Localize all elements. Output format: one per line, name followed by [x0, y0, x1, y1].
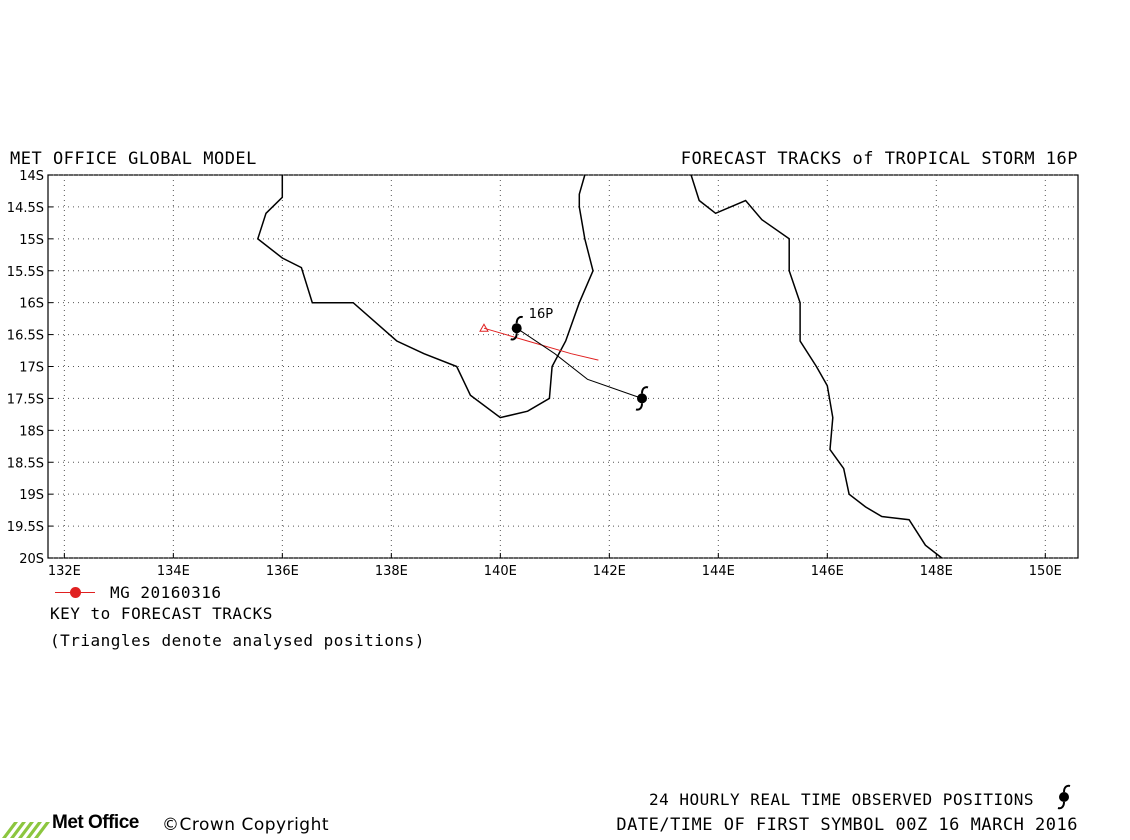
y-tick-label: 17S — [19, 361, 44, 376]
x-tick-label: 150E — [1029, 564, 1062, 579]
y-tick-label: 20S — [19, 552, 44, 567]
analysed-position-triangle — [479, 323, 489, 332]
key-forecast-dot — [70, 587, 81, 598]
y-tick-label: 18.5S — [7, 456, 44, 471]
y-tick-label: 18S — [19, 424, 44, 439]
key-title: KEY to FORECAST TRACKS — [50, 604, 273, 623]
y-tick-label: 14.5S — [7, 201, 44, 216]
first-symbol-datetime: DATE/TIME OF FIRST SYMBOL 00Z 16 MARCH 2… — [616, 815, 1078, 835]
cyclone-symbol — [635, 386, 649, 411]
cyclone-eye — [511, 323, 522, 334]
y-tick-label: 19S — [19, 488, 44, 503]
axis-ticks: 132E 134E 136E 138E 140E 142E 144E 146E 148E 150E… — [7, 169, 1062, 579]
x-tick-label: 140E — [484, 564, 517, 579]
storm-label: 16P — [529, 307, 554, 322]
coastline-gulf — [256, 174, 594, 419]
forecast-track — [483, 327, 599, 361]
y-tick-label: 14S — [19, 169, 44, 184]
y-tick-label: 17.5S — [7, 392, 44, 407]
coastline-east — [690, 174, 943, 559]
y-tick-label: 16.5S — [7, 329, 44, 344]
cyclone-arm — [635, 403, 643, 411]
key-note: (Triangles denote analysed positions) — [50, 631, 425, 650]
cyclone-symbol-icon — [1057, 784, 1071, 810]
x-tick-label: 138E — [375, 564, 408, 579]
copyright-icon: © — [162, 815, 180, 835]
x-tick-label: 134E — [157, 564, 190, 579]
cyclone-arm — [641, 386, 649, 394]
tracks — [479, 315, 649, 411]
key-entry-label: MG 20160316 — [110, 583, 222, 602]
x-tick-label: 144E — [702, 564, 735, 579]
chart-title: FORECAST TRACKS of TROPICAL STORM 16P — [680, 149, 1078, 169]
y-tick-label: 16S — [19, 297, 44, 312]
x-tick-label: 132E — [48, 564, 81, 579]
observed-positions-label: 24 HOURLY REAL TIME OBSERVED POSITIONS — [648, 790, 1034, 809]
met-office-logo-text: Met Office — [52, 812, 139, 833]
y-tick-label: 19.5S — [7, 520, 44, 535]
y-tick-label: 15.5S — [7, 265, 44, 280]
met-office-logo — [2, 822, 50, 838]
coastlines — [256, 174, 943, 559]
cyclone-arm — [515, 315, 524, 324]
cyclone-arm — [510, 333, 518, 341]
x-tick-label: 136E — [266, 564, 299, 579]
cyclone-symbol — [510, 315, 524, 341]
cyclone-eye — [637, 393, 647, 404]
observed-track — [516, 327, 643, 399]
x-tick-label: 142E — [593, 564, 626, 579]
x-tick-label: 146E — [811, 564, 844, 579]
grid-lines — [48, 174, 1078, 559]
x-tick-label: 148E — [920, 564, 953, 579]
copyright: ©Crown Copyright — [162, 815, 330, 835]
y-tick-label: 15S — [19, 233, 44, 248]
model-title: MET OFFICE GLOBAL MODEL — [10, 149, 257, 169]
